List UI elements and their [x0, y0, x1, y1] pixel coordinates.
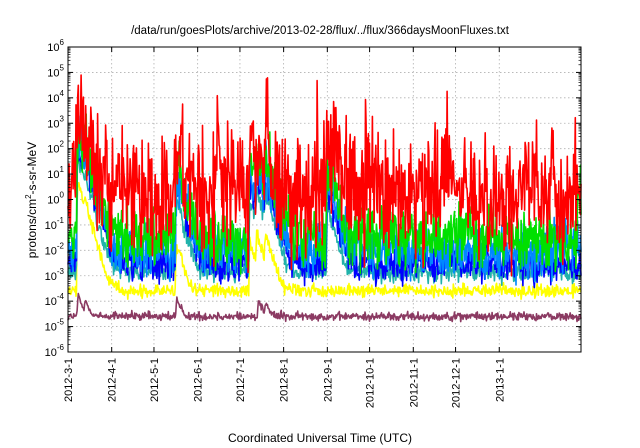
x-tick-label: 2012-5-1: [149, 358, 161, 402]
x-tick-label: 2012-8-1: [279, 358, 291, 402]
series-layer: [67, 74, 582, 323]
y-tick-label: 10-6: [45, 343, 65, 359]
chart-title: /data/run/goesPlots/archive/2013-02-28/f…: [131, 25, 510, 37]
y-tick-label: 103: [47, 114, 64, 130]
y-tick-label: 100: [47, 191, 64, 207]
y-tick-label: 106: [47, 38, 64, 54]
y-tick-label: 10-4: [45, 292, 65, 308]
axis-ticks: 10-6 10-5 10-4 10-3 10-2 10-1 100 101 102 103 104 1…: [45, 38, 581, 408]
flux-series-line: [67, 113, 582, 275]
x-tick-label: 2012-12-1: [451, 358, 463, 408]
y-tick-label: 101: [47, 165, 64, 181]
y-tick-label: 105: [47, 63, 64, 79]
y-axis-label: protons/cm2-s-sr-MeV: [24, 142, 39, 258]
x-tick-label: 2012-11-1: [408, 358, 420, 407]
x-tick-label: 2012-4-1: [107, 358, 119, 402]
x-axis-label: Coordinated Universal Time (UTC): [228, 431, 412, 445]
y-tick-label: 10-5: [45, 318, 65, 334]
y-tick-label: 102: [47, 140, 64, 156]
x-tick-label: 2013-1-1: [494, 358, 506, 402]
y-tick-label: 10-2: [45, 241, 65, 257]
x-tick-label: 2012-7-1: [235, 358, 247, 402]
flux-series-line: [67, 181, 582, 301]
y-axis-label-main: protons/cm: [25, 199, 39, 258]
flux-series-line: [67, 74, 582, 277]
y-tick-label: 104: [47, 89, 64, 105]
y-tick-label: 10-1: [45, 216, 65, 232]
x-tick-label: 2012-9-1: [322, 358, 334, 402]
y-axis-label-exp: 2: [24, 194, 33, 199]
y-axis-label-tail: -s-sr-MeV: [25, 142, 39, 195]
flux-series-line: [67, 292, 582, 323]
x-tick-label: 2012-10-1: [365, 358, 377, 408]
x-tick-label: 2012-3-1: [63, 358, 75, 402]
x-tick-label: 2012-6-1: [193, 358, 205, 402]
y-tick-label: 10-3: [45, 267, 65, 283]
